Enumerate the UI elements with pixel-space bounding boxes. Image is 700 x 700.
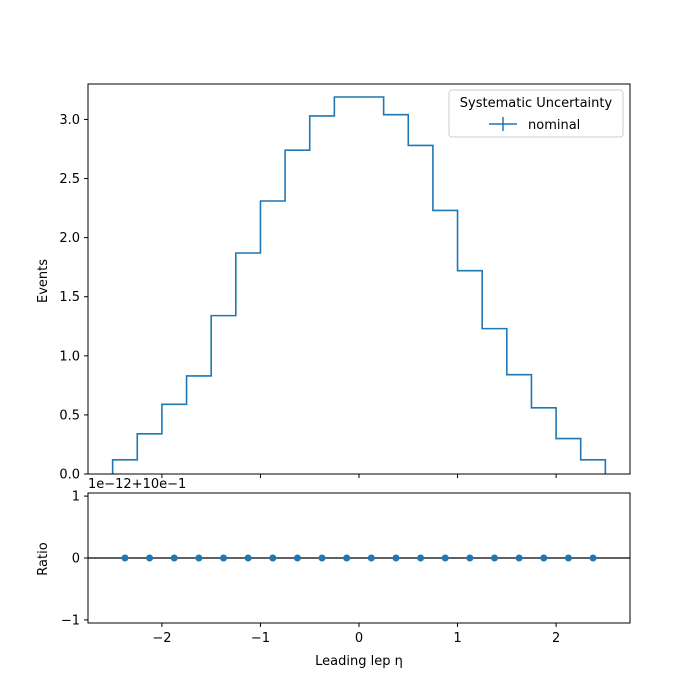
histogram-bin — [359, 97, 384, 474]
y-tick-label: 1.0 — [59, 349, 80, 364]
ratio-point — [121, 554, 129, 562]
y-axis-label-events: Events — [36, 259, 51, 303]
histogram-step-nominal — [111, 96, 607, 474]
ratio-point — [589, 554, 597, 562]
ratio-point — [540, 554, 548, 562]
histogram-frame — [87, 83, 631, 475]
legend-box — [448, 89, 624, 138]
histogram-bin — [507, 375, 532, 474]
top-x-ticks — [161, 474, 557, 478]
histogram-bin — [458, 271, 483, 474]
legend: Systematic Uncertainty nominal — [448, 89, 624, 138]
y-axis-label-ratio: Ratio — [36, 542, 51, 575]
histogram-bin — [137, 434, 162, 474]
x-tick-label: 0 — [355, 631, 363, 646]
histogram-bin — [408, 145, 433, 474]
y-tick-label: 2.0 — [59, 231, 80, 246]
ratio-panel: −1 0 1 −2 −1 0 1 2 1e−12+10e−1 Ratio Leading l… — [36, 477, 631, 669]
ratio-frame — [87, 492, 631, 624]
ratio-point — [417, 554, 425, 562]
y-tick-label: 0.5 — [59, 408, 80, 423]
x-tick-label: 2 — [552, 631, 560, 646]
legend-entry-nominal: nominal — [528, 118, 580, 133]
x-tick-label: −1 — [251, 631, 270, 646]
histogram-bin — [581, 460, 606, 474]
histogram-bin — [556, 439, 581, 474]
ratio-point — [392, 554, 400, 562]
ratio-point — [343, 554, 351, 562]
histogram-bin — [433, 210, 458, 474]
ratio-point — [367, 554, 375, 562]
x-tick-label: 1 — [453, 631, 461, 646]
bottom-x-ticks: −2 −1 0 1 2 — [152, 623, 560, 646]
ratio-point — [146, 554, 154, 562]
ratio-point — [491, 554, 498, 562]
ratio-point — [170, 554, 178, 562]
histogram-bin — [236, 253, 261, 474]
histogram-bin — [531, 408, 556, 474]
histogram-bin — [310, 116, 335, 474]
ratio-point — [195, 554, 203, 562]
ratio-point — [269, 554, 277, 562]
y-tick-label: 0.0 — [59, 468, 80, 483]
histogram-panel: 0.0 0.5 1.0 1.5 2.0 2.5 3.0 Events Systematic … — [36, 83, 631, 483]
histogram-bin — [211, 316, 236, 474]
x-tick-label: −2 — [152, 631, 171, 646]
histogram-bin — [384, 115, 409, 474]
legend-title: Systematic Uncertainty — [460, 96, 613, 111]
x-axis-label: Leading lep η — [315, 654, 403, 669]
ratio-y-tick-label: 0 — [72, 552, 80, 567]
ratio-point — [441, 554, 449, 562]
histogram-bin — [162, 404, 187, 474]
y-tick-label: 3.0 — [59, 113, 80, 128]
top-y-ticks: 0.0 0.5 1.0 1.5 2.0 2.5 3.0 — [59, 113, 88, 483]
histogram-bin — [285, 150, 310, 474]
histogram-bin — [260, 201, 285, 474]
histogram-marks — [111, 96, 607, 474]
ratio-point — [466, 554, 474, 562]
ratio-point — [564, 554, 572, 562]
histogram-bin — [334, 97, 359, 474]
ratio-point — [220, 554, 227, 562]
ratio-point — [293, 554, 301, 562]
bottom-y-ticks: −1 0 1 — [61, 490, 88, 628]
ratio-point — [515, 554, 523, 562]
histogram-bin — [113, 460, 138, 474]
histogram-bin — [482, 329, 507, 474]
ratio-offset-text: 1e−12+10e−1 — [88, 477, 186, 492]
y-tick-label: 1.5 — [59, 290, 80, 305]
ratio-point — [244, 554, 252, 562]
ratio-marks — [121, 554, 597, 562]
ratio-y-tick-label: 1 — [72, 490, 80, 505]
y-tick-label: 2.5 — [59, 172, 80, 187]
ratio-y-tick-label: −1 — [61, 613, 80, 628]
histogram-bin — [187, 376, 212, 474]
ratio-point — [318, 554, 326, 562]
